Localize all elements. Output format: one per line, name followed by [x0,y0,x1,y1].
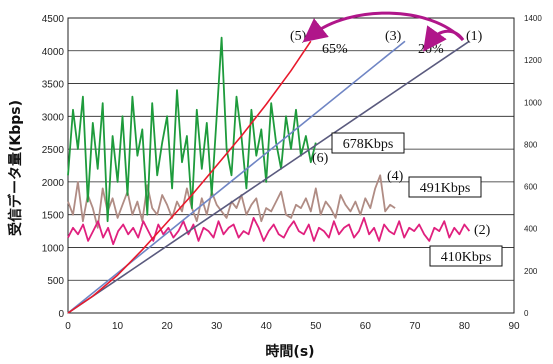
series-label-2: (2) [474,223,491,238]
arrow-65-percent [302,11,465,43]
rate-box-678: 678Kbps [331,132,405,154]
x-tick-4: 40 [261,321,273,332]
percent-65-label: 65% [322,42,348,57]
arrow-20-percent [423,25,465,52]
x-tick-0: 0 [65,321,71,332]
y-right-tick-0: 0 [524,309,529,318]
y-right-tick-2: 400 [524,225,538,234]
x-tick-9: 90 [508,321,520,332]
rate-410-label: 410Kbps [441,250,492,265]
x-tick-labels: 0 10 20 30 40 50 60 70 80 90 [65,321,520,332]
y-left-tick-7: 3500 [42,80,65,91]
series-line-2 [67,217,471,246]
x-tick-3: 30 [211,321,223,332]
series-label-1: (1) [466,29,483,44]
y-right-tick-7: 1400 [524,14,542,23]
y-left-tick-5: 2500 [42,145,65,156]
y-left-tick-2: 1000 [42,243,65,254]
x-axis-title: 時間(s) [265,343,314,360]
series-group [67,36,471,314]
rate-491-label: 491Kbps [420,181,471,196]
y-right-tick-6: 1200 [524,56,542,65]
y-axis-title: 受信データ量(Kbps) [7,100,24,236]
plot-frame [67,17,515,314]
x-tick-1: 10 [112,321,124,332]
x-tick-5: 50 [310,321,322,332]
series-label-4: (4) [387,169,404,184]
y-left-tick-labels: 0 500 1000 1500 2000 2500 3000 3500 4000 4500 [42,14,65,320]
rate-box-491: 491Kbps [408,176,482,198]
series-line-5 [67,40,312,314]
series-label-5: (5) [290,29,307,44]
series-line-1 [67,40,470,314]
series-line-6 [67,36,317,223]
y-left-tick-4: 2000 [42,178,65,189]
series-label-3: (3) [385,29,402,44]
rate-678-label: 678Kbps [343,137,394,152]
y-left-tick-9: 4500 [42,14,65,25]
series-label-6: (6) [312,151,329,166]
y-left-tick-0: 0 [58,309,64,320]
y-left-tick-3: 1500 [42,211,65,222]
y-right-tick-labels: 0 200 400 600 800 1000 1200 1400 [524,14,542,318]
y-right-tick-3: 600 [524,183,538,192]
y-left-tick-1: 500 [47,276,64,287]
x-tick-7: 70 [409,321,421,332]
rate-box-410: 410Kbps [429,245,503,267]
grid-lines [68,17,514,314]
y-right-tick-5: 1000 [524,98,542,107]
x-tick-6: 60 [360,321,372,332]
y-right-tick-4: 800 [524,140,538,149]
y-left-tick-8: 4000 [42,47,65,58]
y-right-tick-1: 200 [524,267,538,276]
x-tick-2: 20 [162,321,174,332]
x-tick-8: 80 [459,321,471,332]
y-left-tick-6: 3000 [42,112,65,123]
percent-20-label: 20% [418,42,444,57]
